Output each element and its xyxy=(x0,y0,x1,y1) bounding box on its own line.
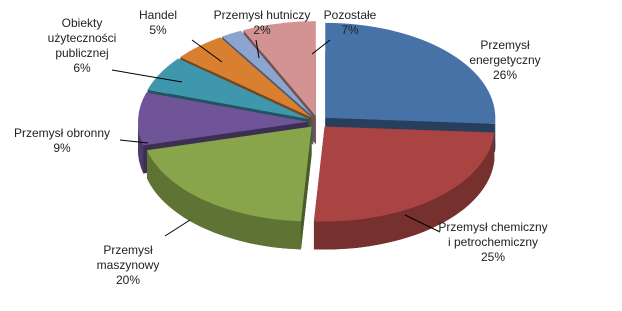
slice xyxy=(222,30,314,117)
category-label: Przemysł obronny xyxy=(13,126,111,140)
slice xyxy=(146,126,312,222)
slice-cut xyxy=(300,126,312,250)
value-label: 9% xyxy=(53,141,71,155)
category-label: Pozostałe xyxy=(323,8,377,22)
category-label: Przemysł chemiczny i petrochemiczny xyxy=(438,220,548,249)
category-label: Przemysł energetyczny xyxy=(469,38,541,67)
leader-line xyxy=(404,214,441,233)
value-label: 26% xyxy=(492,68,518,82)
slice-label: Handel 5% xyxy=(128,8,188,38)
slice-side xyxy=(313,132,495,250)
value-label: 7% xyxy=(341,23,359,37)
leader-line xyxy=(255,39,260,59)
slice-label: Obiekty użyteczności publicznej 6% xyxy=(35,16,130,76)
slice-label: Przemysł obronny 9% xyxy=(2,126,122,156)
value-label: 20% xyxy=(115,273,141,287)
slice xyxy=(180,37,312,118)
slice-side xyxy=(146,150,301,250)
slice-label: Przemysł hutniczy 2% xyxy=(202,8,322,38)
leader-line xyxy=(191,39,223,63)
leader-line xyxy=(311,39,331,55)
category-label: Przemysł hutniczy xyxy=(213,8,311,22)
slice xyxy=(325,22,496,124)
slice-label: Przemysł maszynowy 20% xyxy=(83,243,173,288)
slice xyxy=(243,21,316,117)
slice xyxy=(138,92,309,146)
slice xyxy=(313,126,495,222)
leader-line xyxy=(119,139,149,144)
category-label: Przemysł maszynowy xyxy=(96,243,160,272)
leader-line xyxy=(164,219,191,237)
value-label: 6% xyxy=(73,61,91,75)
slice-label: Przemysł chemiczny i petrochemiczny 25% xyxy=(438,220,548,265)
category-label: Handel xyxy=(138,8,178,22)
slice-label: Przemysł energetyczny 26% xyxy=(460,38,550,83)
value-label: 25% xyxy=(480,250,506,264)
slice-label: Pozostałe 7% xyxy=(310,8,390,38)
category-label: Obiekty użyteczności publicznej xyxy=(47,16,117,60)
slice-side xyxy=(138,121,144,174)
value-label: 5% xyxy=(149,23,167,37)
slice xyxy=(147,58,310,120)
leader-line xyxy=(111,69,183,83)
value-label: 2% xyxy=(253,23,271,37)
